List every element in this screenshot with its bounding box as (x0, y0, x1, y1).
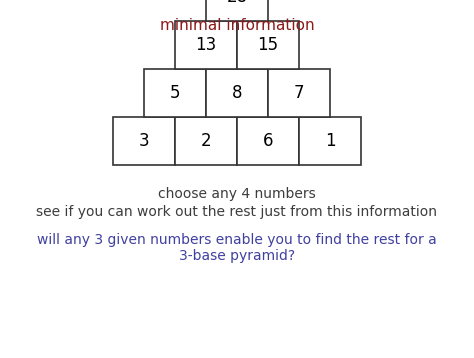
Bar (206, 69, 268, 117)
Text: 5: 5 (170, 84, 180, 102)
Text: 7: 7 (294, 84, 304, 102)
Bar (113, 117, 175, 165)
Bar (237, 117, 299, 165)
Bar (175, 117, 237, 165)
Bar (299, 117, 361, 165)
Text: 13: 13 (195, 36, 217, 54)
Text: see if you can work out the rest just from this information: see if you can work out the rest just fr… (36, 205, 438, 219)
Text: choose any 4 numbers: choose any 4 numbers (158, 187, 316, 201)
Bar (175, 21, 237, 69)
Text: 28: 28 (227, 0, 247, 6)
Bar (206, 0, 268, 21)
Bar (144, 69, 206, 117)
Text: 15: 15 (257, 36, 279, 54)
Text: 3: 3 (139, 132, 149, 150)
Text: 8: 8 (232, 84, 242, 102)
Text: 6: 6 (263, 132, 273, 150)
Bar (237, 21, 299, 69)
Text: minimal information: minimal information (160, 18, 314, 33)
Text: will any 3 given numbers enable you to find the rest for a
3-base pyramid?: will any 3 given numbers enable you to f… (37, 233, 437, 263)
Text: 1: 1 (325, 132, 335, 150)
Bar (268, 69, 330, 117)
Text: 2: 2 (201, 132, 211, 150)
